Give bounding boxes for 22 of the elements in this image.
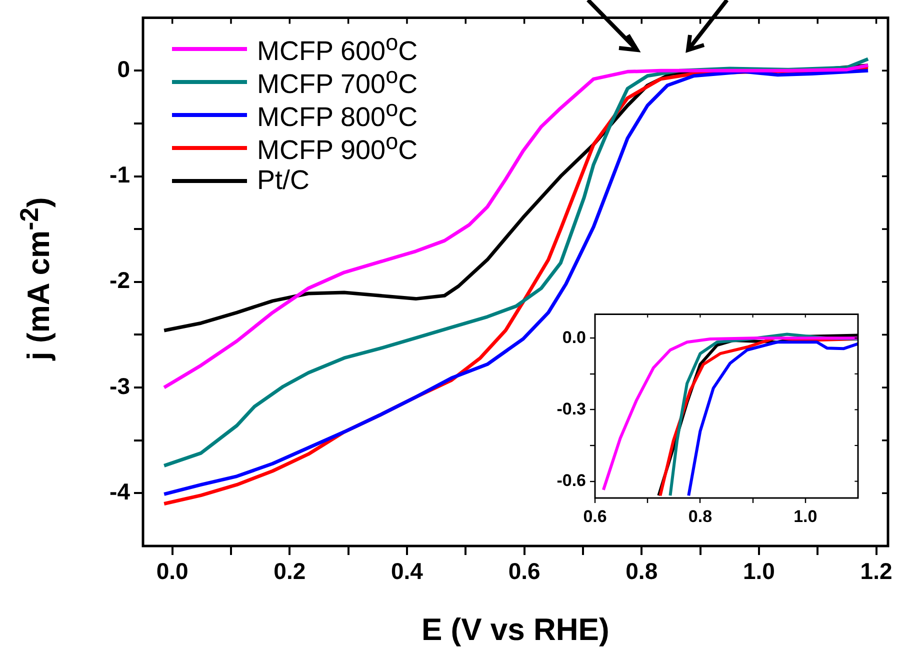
y-tick-label: -0.3	[556, 399, 586, 418]
y-tick-label: -1	[110, 162, 130, 188]
x-tick-label: 0.6	[583, 506, 607, 526]
y-tick-label: -3	[110, 372, 130, 399]
y-tick-label: -4	[110, 478, 130, 505]
y-tick-label: 0	[117, 56, 130, 82]
x-tick-label: 1.0	[742, 558, 775, 584]
y-tick-label: -0.6	[556, 470, 586, 490]
x-axis-title: E (V vs RHE)	[422, 612, 610, 648]
legend-label: MCFP 900$^{o}$C	[257, 129, 418, 165]
legend-label: MCFP 800$^{o}$C	[257, 96, 418, 132]
x-tick-label: 0.0	[156, 558, 188, 584]
x-tick-label: 1.0	[794, 506, 818, 526]
y-tick-label: -2	[110, 267, 130, 294]
y-tick-label: 0.0	[562, 328, 586, 347]
x-tick-label: 0.8	[626, 558, 658, 584]
x-tick-label: 0.2	[274, 558, 306, 584]
x-tick-label: 0.4	[390, 558, 424, 584]
x-tick-label: 0.6	[508, 558, 540, 584]
x-tick-label: 0.8	[688, 506, 712, 526]
x-tick-label: 1.2	[860, 558, 892, 584]
legend-label: Pt/C	[257, 165, 310, 196]
